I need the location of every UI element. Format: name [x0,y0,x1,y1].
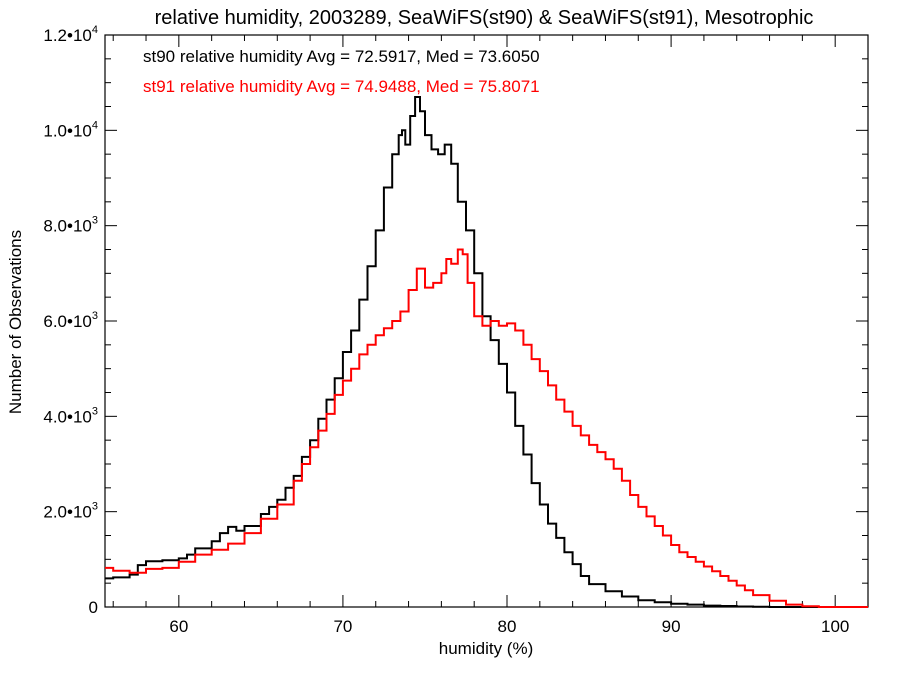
y-axis-label: Number of Observations [6,230,25,414]
axis-ticks [105,34,869,608]
legend-entry-st91: st91 relative humidity Avg = 74.9488, Me… [143,77,540,96]
y-tick-label: 6.0•103 [43,310,98,331]
y-tick-label: 4.0•103 [43,405,98,426]
y-tick-label: 8.0•103 [43,215,98,236]
x-tick-label: 70 [333,617,352,636]
y-tick-labels: 0 2.0•103 4.0•103 6.0•103 8.0•103 1.0•104 1.2•… [43,24,98,617]
y-tick-label: 1.0•104 [43,119,98,140]
y-tick-label: 1.2•104 [43,24,98,45]
x-tick-label: 100 [821,617,849,636]
series-line-st90 [105,96,868,608]
x-tick-label: 80 [498,617,517,636]
legend-entry-st90: st90 relative humidity Avg = 72.5917, Me… [143,47,540,66]
x-tick-label: 90 [662,617,681,636]
plot-frame [104,34,869,608]
legend: st90 relative humidity Avg = 72.5917, Me… [143,47,540,96]
chart-title: relative humidity, 2003289, SeaWiFS(st90… [155,7,814,29]
x-tick-label: 60 [169,617,188,636]
series-layer [105,96,868,608]
y-tick-label: 0 [89,598,98,617]
series-line-st91 [105,248,868,608]
y-tick-label: 2.0•103 [43,501,98,522]
x-axis-label: humidity (%) [439,639,533,658]
x-tick-labels: 60 70 80 90 100 [169,617,849,636]
